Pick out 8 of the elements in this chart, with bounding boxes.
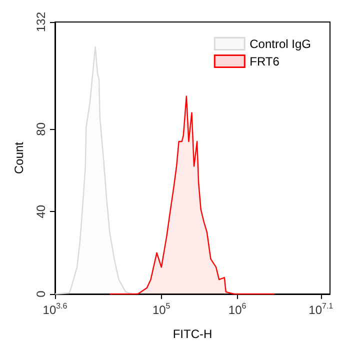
y-tick-label: 132 (34, 12, 48, 32)
y-tick-label: 40 (34, 204, 48, 218)
y-tick-label: 0 (34, 290, 48, 298)
legend-label: FRT6 (250, 54, 280, 68)
y-axis-title: Count (12, 141, 26, 174)
legend-label: Control IgG (250, 36, 311, 51)
y-tick-label: 80 (34, 122, 48, 136)
x-axis-title: FITC-H (172, 327, 212, 341)
